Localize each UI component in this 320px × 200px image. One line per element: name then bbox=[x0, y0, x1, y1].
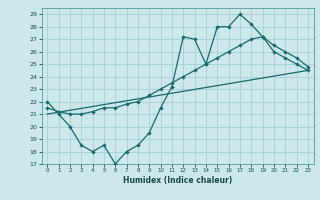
X-axis label: Humidex (Indice chaleur): Humidex (Indice chaleur) bbox=[123, 176, 232, 185]
